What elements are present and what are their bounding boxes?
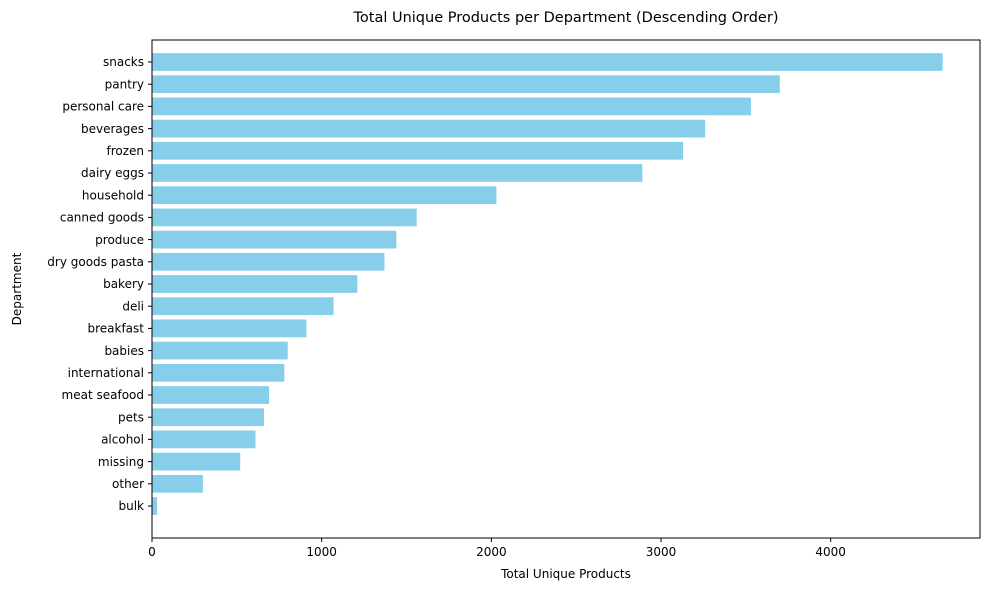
- bar-canned-goods: [152, 208, 417, 227]
- bar-deli: [152, 297, 334, 316]
- chart-title: Total Unique Products per Department (De…: [353, 10, 779, 26]
- bar-frozen: [152, 141, 684, 160]
- bar-dry-goods-pasta: [152, 252, 385, 271]
- y-tick-label: household: [82, 188, 144, 202]
- x-tick-label: 0: [148, 545, 156, 559]
- y-tick-label: pets: [118, 410, 144, 424]
- bar-alcohol: [152, 430, 256, 449]
- x-tick-label: 1000: [306, 545, 337, 559]
- bar-bakery: [152, 275, 358, 293]
- y-axis-label: Department: [10, 252, 24, 325]
- bar-bulk: [152, 497, 158, 515]
- x-tick-label: 2000: [476, 545, 507, 559]
- y-tick-label: alcohol: [101, 433, 144, 447]
- plot-frame: [151, 39, 981, 539]
- bar-breakfast: [152, 319, 307, 338]
- y-tick-label: canned goods: [60, 211, 144, 225]
- x-axis-ticks: 0 1000 2000 3000 4000: [148, 538, 846, 559]
- y-tick-label: international: [68, 366, 144, 380]
- bar-household: [152, 186, 497, 205]
- x-tick-label: 4000: [815, 545, 846, 559]
- y-tick-label: produce: [95, 233, 144, 247]
- y-tick-label: bulk: [118, 499, 144, 513]
- bar-missing: [152, 452, 241, 471]
- y-tick-label: bakery: [103, 277, 144, 291]
- bar-pets: [152, 408, 264, 427]
- y-tick-label: missing: [98, 455, 144, 469]
- bar-produce: [152, 230, 397, 249]
- y-tick-label: other: [112, 477, 144, 491]
- bar-meat-seafood: [152, 386, 270, 404]
- y-tick-label: snacks: [103, 55, 144, 69]
- bar-other: [152, 474, 203, 493]
- x-axis-label: Total Unique Products: [500, 567, 631, 581]
- y-tick-label: beverages: [81, 122, 144, 136]
- y-tick-label: babies: [104, 344, 144, 358]
- y-tick-label: breakfast: [87, 322, 144, 336]
- y-tick-label: personal care: [62, 100, 144, 114]
- bar-personal-care: [152, 97, 751, 116]
- bar-snacks: [152, 53, 943, 71]
- y-tick-label: frozen: [106, 144, 144, 158]
- x-tick-label: 3000: [646, 545, 677, 559]
- bar-babies: [152, 341, 288, 360]
- y-tick-label: deli: [122, 299, 144, 313]
- bar-beverages: [152, 119, 706, 138]
- y-tick-label: dry goods pasta: [47, 255, 144, 269]
- bars-group: [152, 53, 943, 515]
- y-tick-label: dairy eggs: [81, 166, 144, 180]
- y-tick-label: pantry: [105, 77, 144, 91]
- y-axis-ticks: snacks pantry personal care beverages frozen…: [47, 55, 152, 513]
- bar-international: [152, 363, 285, 382]
- y-tick-label: meat seafood: [62, 388, 144, 402]
- bar-pantry: [152, 75, 780, 94]
- bar-dairy-eggs: [152, 164, 643, 182]
